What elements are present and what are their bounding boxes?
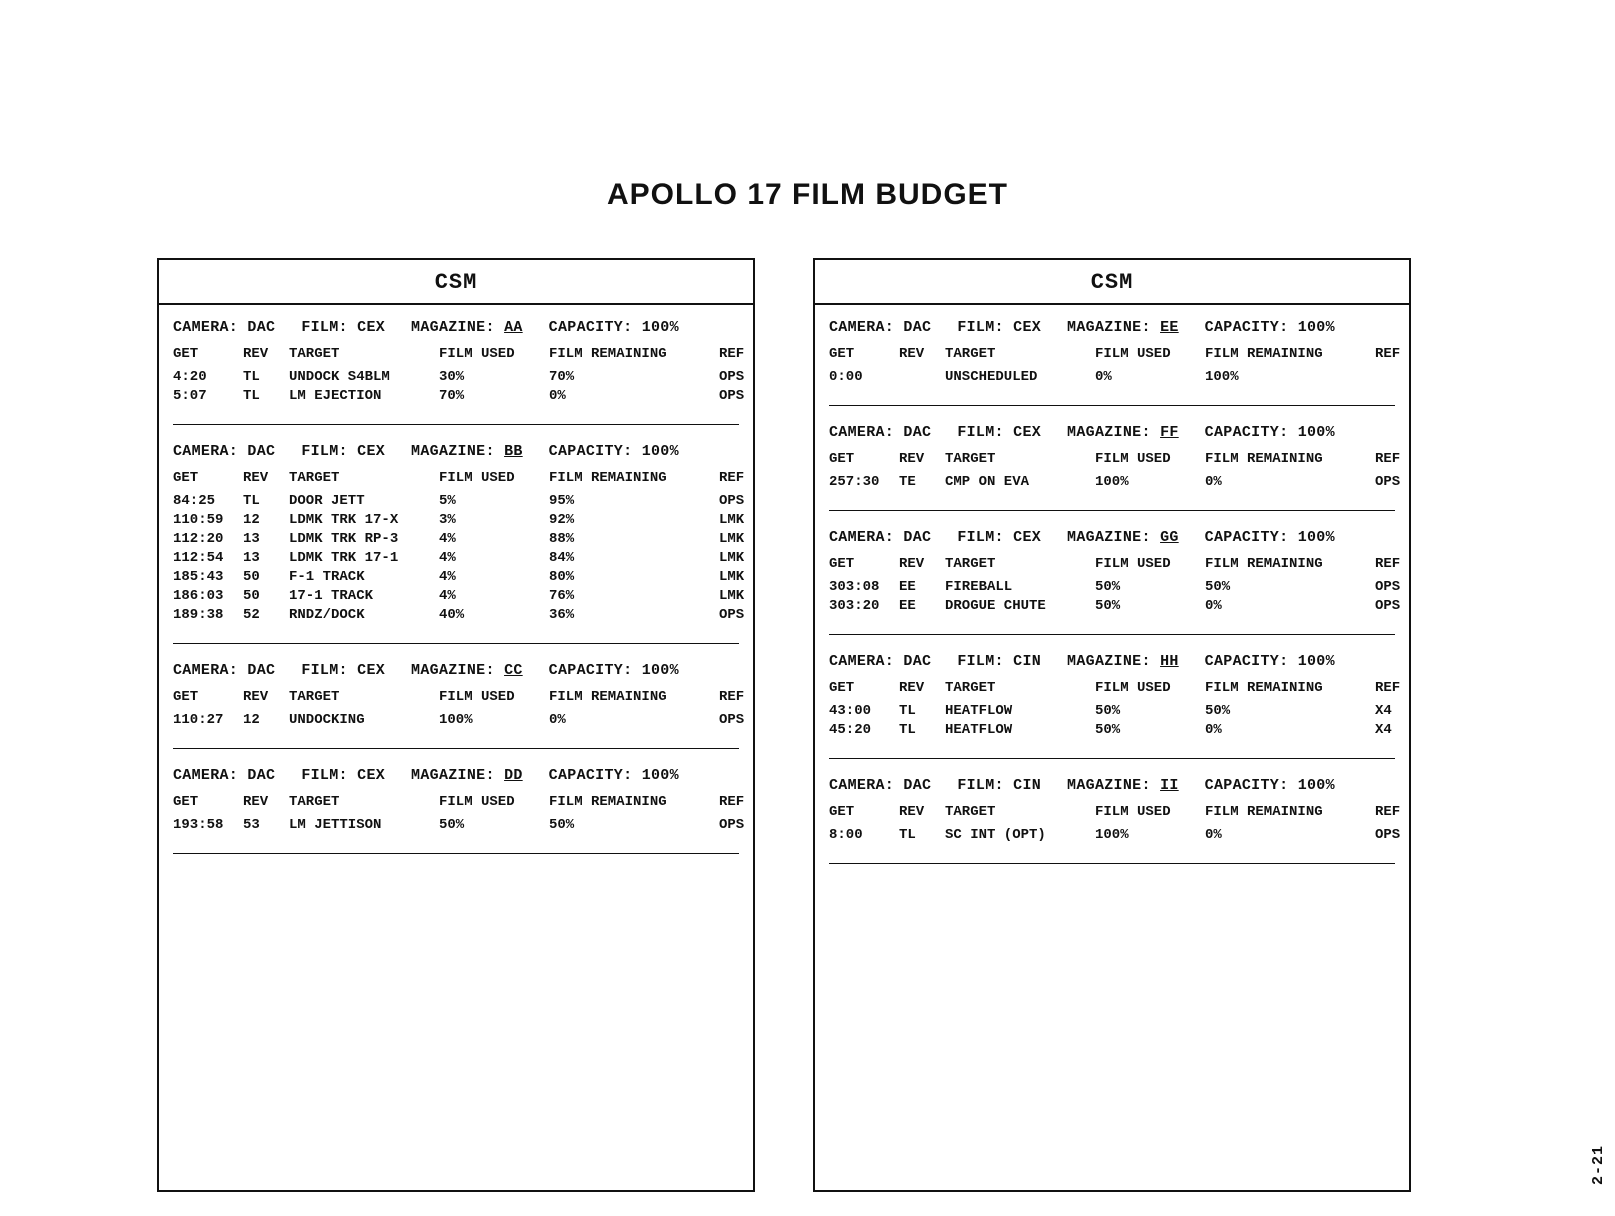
table-row: 8:00 TL SC INT (OPT) 100% 0% OPS xyxy=(829,826,1395,845)
meta-row-CC: CAMERA: DAC FILM: CEX MAGAZINE: CC CAPAC… xyxy=(173,662,739,679)
page-title: APOLLO 17 FILM BUDGET xyxy=(0,178,1615,212)
meta-row-GG: CAMERA: DAC FILM: CEX MAGAZINE: GG CAPAC… xyxy=(829,529,1395,546)
rows-GG: 303:08 EE FIREBALL 50% 50% OPS 303:20 EE DROGUE… xyxy=(829,578,1395,616)
rows-CC: 110:27 12 UNDOCKING 100% 0% OPS xyxy=(173,711,739,730)
film-block-II: CAMERA: DAC FILM: CIN MAGAZINE: II CAPAC… xyxy=(815,763,1409,859)
table-row: 112:20 13 LDMK TRK RP-3 4% 88% LMK xyxy=(173,530,739,549)
film-block-GG: CAMERA: DAC FILM: CEX MAGAZINE: GG CAPAC… xyxy=(815,515,1409,630)
label-magazine: MAGAZINE: xyxy=(411,319,504,336)
meta-row-AA: CAMERA: DAC FILM: CEX MAGAZINE: AA CAPAC… xyxy=(173,319,739,336)
meta-row-DD: CAMERA: DAC FILM: CEX MAGAZINE: DD CAPAC… xyxy=(173,767,739,784)
meta-row-BB: CAMERA: DAC FILM: CEX MAGAZINE: BB CAPAC… xyxy=(173,443,739,460)
meta-row-II: CAMERA: DAC FILM: CIN MAGAZINE: II CAPAC… xyxy=(829,777,1395,794)
table-row: 110:59 12 LDMK TRK 17-X 3% 92% LMK xyxy=(173,511,739,530)
blocks-container-right: CAMERA: DAC FILM: CEX MAGAZINE: EE CAPAC… xyxy=(815,305,1409,864)
table-row: 5:07 TL LM EJECTION 70% 0% OPS xyxy=(173,387,739,406)
table-row: 110:27 12 UNDOCKING 100% 0% OPS xyxy=(173,711,739,730)
csm-header-left: CSM xyxy=(159,260,753,305)
film-block-DD: CAMERA: DAC FILM: CEX MAGAZINE: DD CAPAC… xyxy=(159,753,753,849)
col-headers-II: GET REV TARGET FILM USED FILM REMAINING … xyxy=(829,804,1395,820)
col-headers-DD: GET REV TARGET FILM USED FILM REMAINING … xyxy=(173,794,739,810)
page-number: 2-21 xyxy=(1590,1145,1607,1185)
meta-row-FF: CAMERA: DAC FILM: CEX MAGAZINE: FF CAPAC… xyxy=(829,424,1395,441)
col-headers-AA: GET REV TARGET FILM USED FILM REMAINING … xyxy=(173,346,739,362)
value-magazine: AA xyxy=(504,319,523,336)
table-row: 186:03 50 17-1 TRACK 4% 76% LMK xyxy=(173,587,739,606)
col-headers-BB: GET REV TARGET FILM USED FILM REMAINING … xyxy=(173,470,739,486)
table-row: 112:54 13 LDMK TRK 17-1 4% 84% LMK xyxy=(173,549,739,568)
film-block-EE: CAMERA: DAC FILM: CEX MAGAZINE: EE CAPAC… xyxy=(815,305,1409,401)
label-camera: CAMERA: xyxy=(173,319,247,336)
table-row: 193:58 53 LM JETTISON 50% 50% OPS xyxy=(173,816,739,835)
meta-row-HH: CAMERA: DAC FILM: CIN MAGAZINE: HH CAPAC… xyxy=(829,653,1395,670)
rows-FF: 257:30 TE CMP ON EVA 100% 0% OPS xyxy=(829,473,1395,492)
rows-II: 8:00 TL SC INT (OPT) 100% 0% OPS xyxy=(829,826,1395,845)
table-row: 84:25 TL DOOR JETT 5% 95% OPS xyxy=(173,492,739,511)
value-camera: DAC xyxy=(247,319,275,336)
csm-header-right: CSM xyxy=(815,260,1409,305)
rows-BB: 84:25 TL DOOR JETT 5% 95% OPS 110:59 12 LDMK TR… xyxy=(173,492,739,625)
table-row: 0:00 UNSCHEDULED 0% 100% xyxy=(829,368,1395,387)
value-capacity: 100% xyxy=(642,319,679,336)
rows-DD: 193:58 53 LM JETTISON 50% 50% OPS xyxy=(173,816,739,835)
rows-EE: 0:00 UNSCHEDULED 0% 100% xyxy=(829,368,1395,387)
col-headers-CC: GET REV TARGET FILM USED FILM REMAINING … xyxy=(173,689,739,705)
film-block-BB: CAMERA: DAC FILM: CEX MAGAZINE: BB CAPAC… xyxy=(159,429,753,639)
table-row: 303:20 EE DROGUE CHUTE 50% 0% OPS xyxy=(829,597,1395,616)
meta-row-EE: CAMERA: DAC FILM: CEX MAGAZINE: EE CAPAC… xyxy=(829,319,1395,336)
panel-csm-right: CSM CAMERA: DAC FILM: CEX MAGAZINE: EE C… xyxy=(813,258,1411,1192)
table-row: 257:30 TE CMP ON EVA 100% 0% OPS xyxy=(829,473,1395,492)
label-film: FILM: xyxy=(301,319,357,336)
col-headers-GG: GET REV TARGET FILM USED FILM REMAINING … xyxy=(829,556,1395,572)
table-row: 185:43 50 F-1 TRACK 4% 80% LMK xyxy=(173,568,739,587)
col-headers-HH: GET REV TARGET FILM USED FILM REMAINING … xyxy=(829,680,1395,696)
table-row: 45:20 TL HEATFLOW 50% 0% X4 xyxy=(829,721,1395,740)
film-block-FF: CAMERA: DAC FILM: CEX MAGAZINE: FF CAPAC… xyxy=(815,410,1409,506)
film-block-HH: CAMERA: DAC FILM: CIN MAGAZINE: HH CAPAC… xyxy=(815,639,1409,754)
film-block-CC: CAMERA: DAC FILM: CEX MAGAZINE: CC CAPAC… xyxy=(159,648,753,744)
blocks-container-left: CAMERA: DAC FILM: CEX MAGAZINE: AA CAPAC… xyxy=(159,305,753,854)
col-headers-EE: GET REV TARGET FILM USED FILM REMAINING … xyxy=(829,346,1395,362)
table-row: 189:38 52 RNDZ/DOCK 40% 36% OPS xyxy=(173,606,739,625)
label-capacity: CAPACITY: xyxy=(549,319,642,336)
panel-csm-left: CSM CAMERA: DAC FILM: CEX MAGAZINE: AA C… xyxy=(157,258,755,1192)
value-film: CEX xyxy=(357,319,385,336)
table-row: 303:08 EE FIREBALL 50% 50% OPS xyxy=(829,578,1395,597)
rows-AA: 4:20 TL UNDOCK S4BLM 30% 70% OPS 5:07 TL… xyxy=(173,368,739,406)
table-row: 43:00 TL HEATFLOW 50% 50% X4 xyxy=(829,702,1395,721)
rows-HH: 43:00 TL HEATFLOW 50% 50% X4 45:20 TL HEATFLOW 5… xyxy=(829,702,1395,740)
col-headers-FF: GET REV TARGET FILM USED FILM REMAINING … xyxy=(829,451,1395,467)
table-row: 4:20 TL UNDOCK S4BLM 30% 70% OPS xyxy=(173,368,739,387)
film-block-AA: CAMERA: DAC FILM: CEX MAGAZINE: AA CAPAC… xyxy=(159,305,753,420)
